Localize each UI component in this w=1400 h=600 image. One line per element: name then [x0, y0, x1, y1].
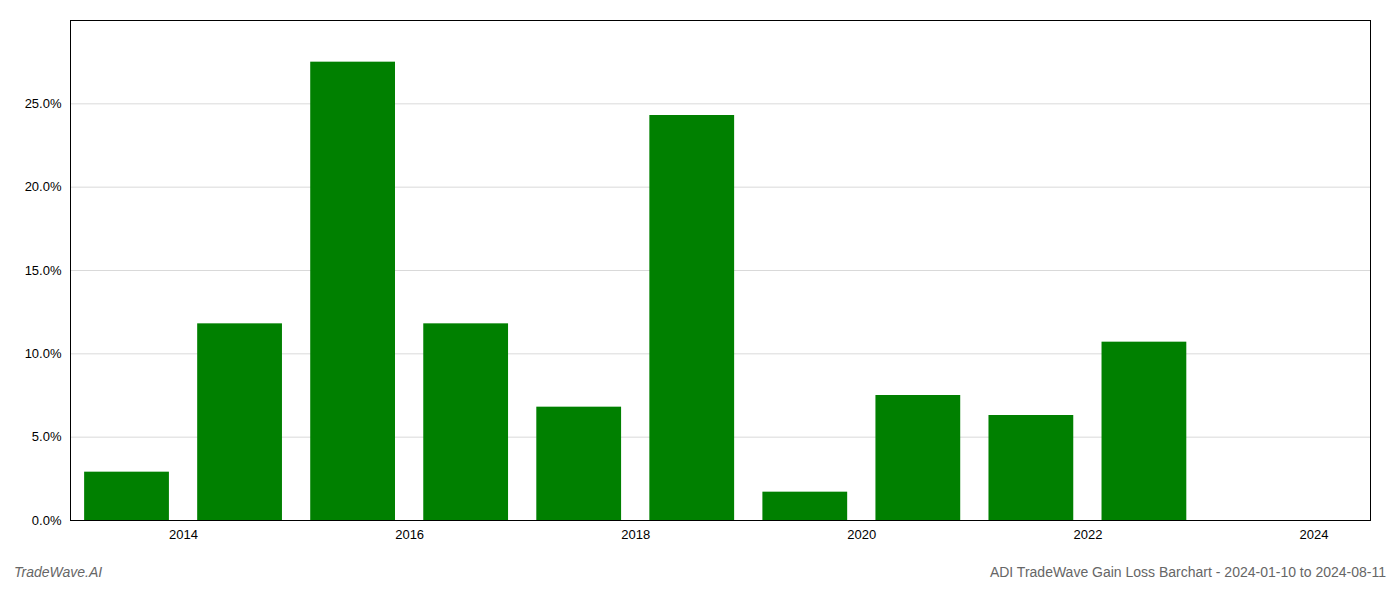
svg-text:10.0%: 10.0%: [25, 346, 62, 361]
svg-text:2016: 2016: [395, 527, 424, 542]
svg-text:0.0%: 0.0%: [32, 513, 62, 528]
svg-text:5.0%: 5.0%: [32, 429, 62, 444]
svg-text:2022: 2022: [1073, 527, 1102, 542]
svg-text:2018: 2018: [621, 527, 650, 542]
html-text:TradeWave.AI: TradeWave.AI: [14, 564, 103, 580]
svg-text:15.0%: 15.0%: [25, 263, 62, 278]
svg-text:20.0%: 20.0%: [25, 179, 62, 194]
svg-text:25.0%: 25.0%: [25, 96, 62, 111]
svg-text:2024: 2024: [1300, 527, 1329, 542]
svg-text:2014: 2014: [169, 527, 198, 542]
svg-text:2020: 2020: [847, 527, 876, 542]
html-text:ADI TradeWave Gain Loss Barcha: ADI TradeWave Gain Loss Barchart - 2024-…: [989, 564, 1386, 580]
